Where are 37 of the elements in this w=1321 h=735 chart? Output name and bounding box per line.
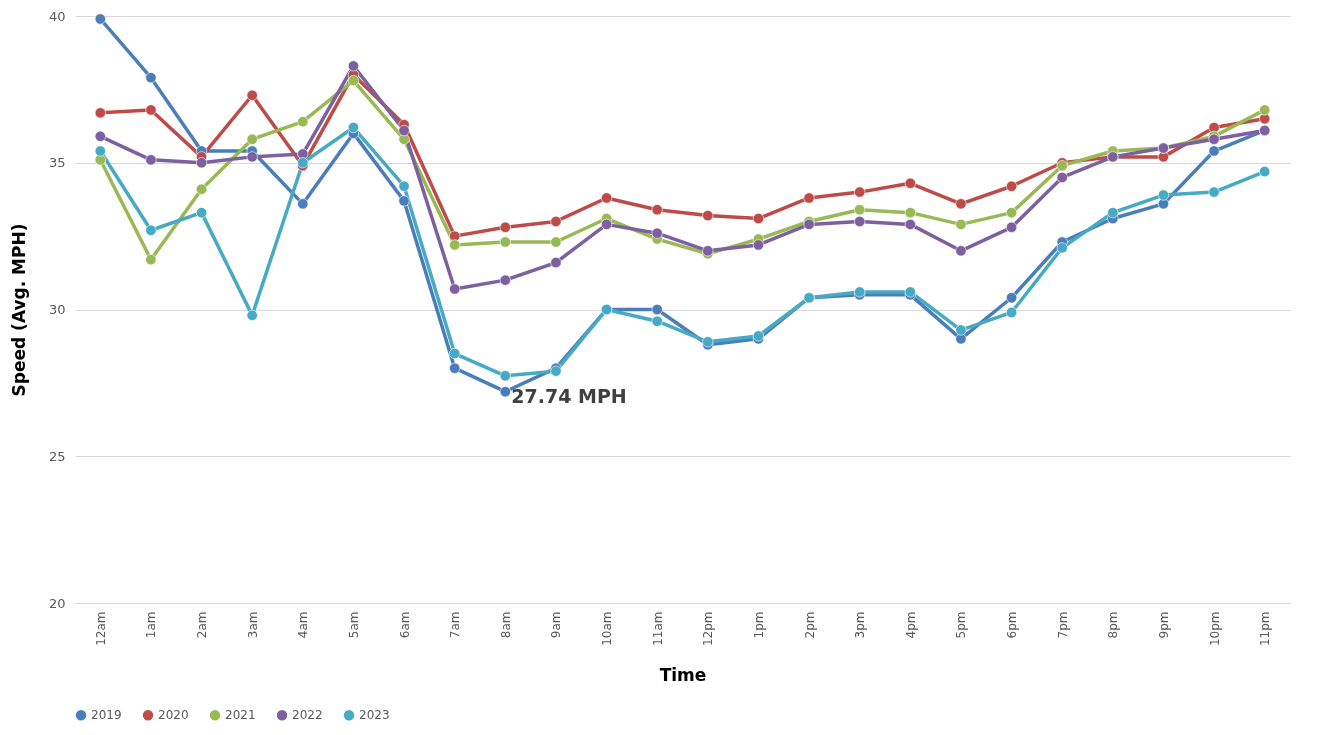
x-tick-label: 9am <box>549 611 564 639</box>
x-tick-label: 7pm <box>1055 611 1070 639</box>
x-tick-label: 11pm <box>1258 611 1273 647</box>
annotation: 27.74 MPH <box>511 384 627 407</box>
x-tick-label: 3pm <box>853 611 868 639</box>
x-tick-label: 1am <box>144 611 159 639</box>
x-tick-label: 2am <box>195 611 210 639</box>
x-tick-label: 6pm <box>1005 611 1020 639</box>
x-tick-label: 4am <box>296 611 311 639</box>
x-tick-label: 12pm <box>701 611 716 647</box>
x-tick-label: 9pm <box>1156 611 1171 639</box>
x-axis-title: Time <box>659 665 707 686</box>
y-tick-label: 25 <box>48 448 66 464</box>
y-tick-label: 30 <box>48 302 66 317</box>
y-tick-label: 40 <box>48 8 66 24</box>
x-tick-label: 10am <box>600 611 615 646</box>
y-tick-label: 35 <box>48 155 66 171</box>
x-tick-label: 2pm <box>802 611 817 639</box>
x-tick-label: 6am <box>397 611 412 639</box>
x-tick-label: 1pm <box>751 611 766 639</box>
legend-label: 2022 <box>292 708 323 723</box>
legend-label: 2020 <box>158 708 189 723</box>
y-axis-title: Speed (Avg. MPH) <box>8 223 29 397</box>
x-tick-label: 4pm <box>903 611 918 639</box>
x-tick-label: 5pm <box>954 611 969 639</box>
x-tick-label: 12am <box>93 611 108 646</box>
x-tick-label: 7am <box>448 611 463 639</box>
x-tick-label: 8am <box>498 611 513 639</box>
legend-label: 2019 <box>91 708 122 723</box>
x-tick-label: 10pm <box>1207 611 1222 647</box>
legend-label: 2021 <box>225 708 256 723</box>
legend-label: 2023 <box>359 708 390 723</box>
y-tick-label: 20 <box>48 595 66 611</box>
x-tick-label: 3am <box>245 611 260 639</box>
x-tick-label: 11am <box>650 611 665 646</box>
x-tick-label: 5am <box>346 611 361 639</box>
x-tick-label: 8pm <box>1106 611 1121 639</box>
